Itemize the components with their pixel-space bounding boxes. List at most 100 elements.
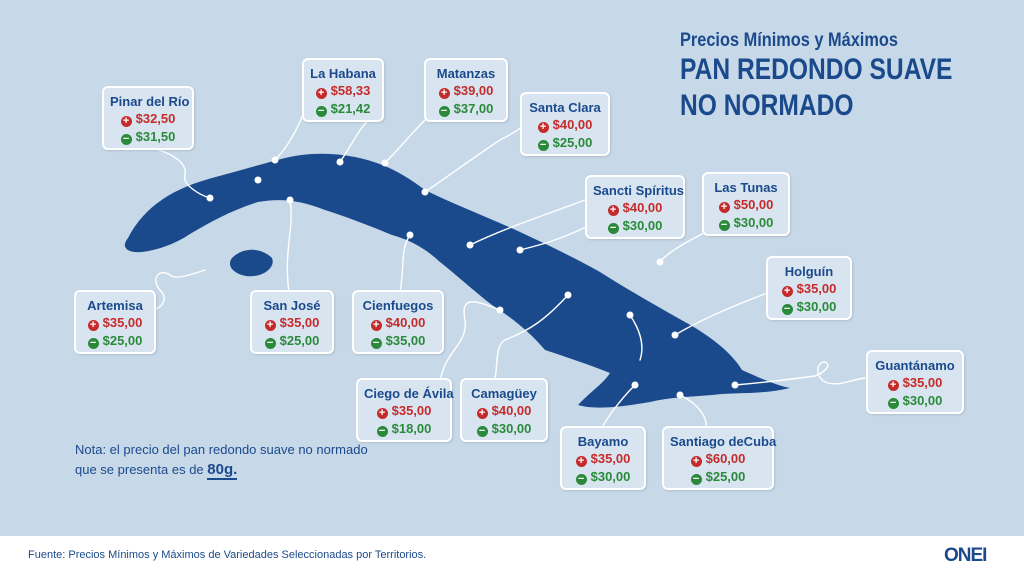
card-artemisa: Artemisa + $35,00 − $25,00	[74, 290, 156, 354]
minus-circle-icon: −	[887, 398, 899, 409]
plus-circle-icon: +	[120, 116, 132, 127]
min-price: − $30,00	[874, 392, 956, 410]
card-ciego-de-avila: Ciego de Ávila + $35,00 − $18,00	[356, 378, 454, 442]
plus-circle-icon: +	[718, 202, 730, 213]
minus-circle-icon: −	[607, 223, 619, 234]
plus-circle-icon: +	[690, 456, 702, 467]
max-price: + $35,00	[258, 314, 326, 332]
max-price-value: $39,00	[453, 83, 494, 98]
minus-circle-icon: −	[264, 338, 276, 349]
card-name: Holguín	[784, 264, 834, 279]
max-price: + $50,00	[710, 196, 782, 214]
min-price-value: $30,00	[902, 393, 943, 408]
card-name: Bayamo	[577, 434, 629, 449]
minus-circle-icon: −	[120, 134, 132, 145]
min-price-value: $30,00	[796, 299, 837, 314]
max-price: + $60,00	[670, 450, 766, 468]
max-price-value: $35,00	[391, 403, 432, 418]
card-guantanamo: Guantánamo + $35,00 − $30,00	[866, 350, 964, 414]
card-name: San José	[263, 298, 321, 313]
card-sancti-spiritus: Sancti Spíritus + $40,00 − $30,00	[585, 175, 685, 239]
min-price-value: $18,00	[391, 421, 432, 436]
max-price: + $40,00	[528, 116, 602, 134]
min-price: − $30,00	[774, 298, 844, 316]
card-name: Pinar del Río	[110, 94, 190, 109]
min-price: − $18,00	[364, 420, 444, 438]
max-price: + $40,00	[360, 314, 436, 332]
min-price-value: $30,00	[733, 215, 774, 230]
min-price: − $30,00	[568, 468, 638, 486]
card-name: Santa Clara	[529, 100, 601, 115]
plus-circle-icon: +	[781, 286, 793, 297]
card-name: Cienfuegos	[362, 298, 434, 313]
max-price-value: $35,00	[902, 375, 943, 390]
city-markers	[206, 156, 739, 399]
card-san-jose: San José + $35,00 − $25,00	[250, 290, 334, 354]
card-name: Artemisa	[87, 298, 143, 313]
max-price: + $40,00	[468, 402, 540, 420]
card-name: Matanzas	[436, 66, 496, 81]
max-price: + $35,00	[874, 374, 956, 392]
min-price-value: $37,00	[453, 101, 494, 116]
max-price: + $35,00	[82, 314, 148, 332]
minus-circle-icon: −	[315, 106, 327, 117]
footer: Fuente: Precios Mínimos y Máximos de Var…	[0, 536, 1024, 576]
min-price: − $30,00	[593, 217, 677, 235]
min-price: − $25,00	[258, 332, 326, 350]
plus-circle-icon: +	[537, 122, 549, 133]
min-price: − $30,00	[710, 214, 782, 232]
min-price-value: $31,50	[135, 129, 176, 144]
min-price: − $30,00	[468, 420, 540, 438]
min-price-value: $30,00	[622, 218, 663, 233]
note-text: Nota: el precio del pan redondo suave no…	[75, 442, 368, 477]
minus-circle-icon: −	[87, 338, 99, 349]
min-price: − $25,00	[528, 134, 602, 152]
note: Nota: el precio del pan redondo suave no…	[75, 440, 375, 480]
min-price: − $21,42	[310, 100, 376, 118]
source-text: Fuente: Precios Mínimos y Máximos de Var…	[28, 549, 427, 561]
max-price-value: $40,00	[622, 200, 663, 215]
card-camaguey: Camagüey + $40,00 − $30,00	[460, 378, 548, 442]
card-la-habana: La Habana + $58,33 − $21,42	[302, 58, 384, 122]
card-pinar-del-rio: Pinar del Río + $32,50 − $31,50	[102, 86, 194, 150]
min-price: − $35,00	[360, 332, 436, 350]
card-las-tunas: Las Tunas + $50,00 − $30,00	[702, 172, 790, 236]
minus-circle-icon: −	[376, 426, 388, 437]
plus-circle-icon: +	[370, 320, 382, 331]
max-price-value: $35,00	[102, 315, 143, 330]
min-price-value: $25,00	[552, 135, 593, 150]
plus-circle-icon: +	[607, 205, 619, 216]
card-name: Camagüey	[471, 386, 537, 401]
max-price-value: $32,50	[135, 111, 176, 126]
plus-circle-icon: +	[476, 408, 488, 419]
card-cienfuegos: Cienfuegos + $40,00 − $35,00	[352, 290, 444, 354]
max-price: + $35,00	[568, 450, 638, 468]
min-price-value: $30,00	[491, 421, 532, 436]
card-name: Ciego de Ávila	[364, 386, 454, 401]
minus-circle-icon: −	[537, 140, 549, 151]
min-price-value: $25,00	[705, 469, 746, 484]
min-price: − $25,00	[82, 332, 148, 350]
card-santiago-de-cuba: Santiago deCuba + $60,00 − $25,00	[662, 426, 776, 490]
plus-circle-icon: +	[887, 380, 899, 391]
min-price-value: $25,00	[102, 333, 143, 348]
card-bayamo: Bayamo + $35,00 − $30,00	[560, 426, 646, 490]
plus-circle-icon: +	[438, 88, 450, 99]
min-price: − $25,00	[670, 468, 766, 486]
max-price: + $32,50	[110, 110, 186, 128]
min-price-value: $30,00	[590, 469, 631, 484]
title-line-2: NO NORMADO	[680, 89, 854, 122]
note-weight: 80g.	[207, 461, 238, 480]
card-name: Las Tunas	[714, 180, 778, 195]
max-price-value: $35,00	[796, 281, 837, 296]
card-name: Guantánamo	[875, 358, 955, 373]
card-matanzas: Matanzas + $39,00 − $37,00	[424, 58, 508, 122]
max-price: + $58,33	[310, 82, 376, 100]
plus-circle-icon: +	[264, 320, 276, 331]
max-price: + $35,00	[364, 402, 444, 420]
minus-circle-icon: −	[438, 106, 450, 117]
minus-circle-icon: −	[690, 474, 702, 485]
max-price-value: $35,00	[279, 315, 320, 330]
min-price-value: $25,00	[279, 333, 320, 348]
